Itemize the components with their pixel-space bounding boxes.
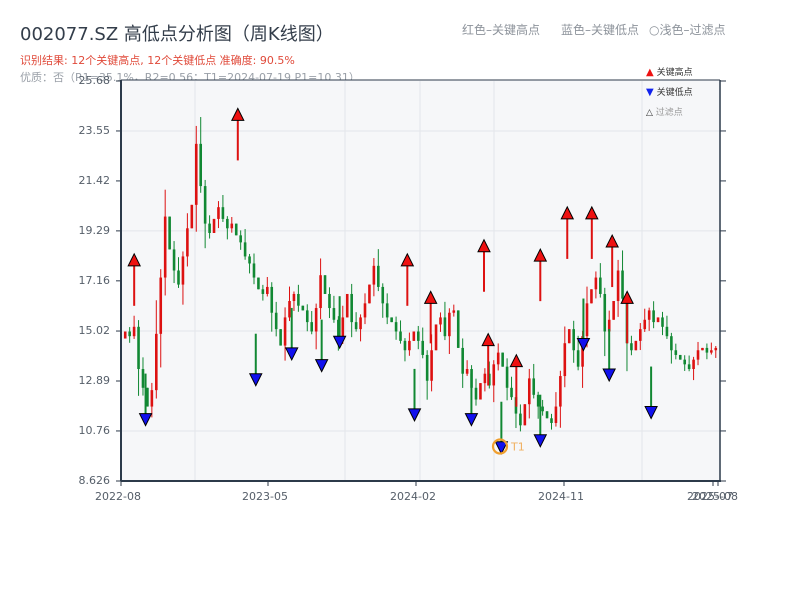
x-tick-label: 2024-02 [390,490,436,503]
y-tick-label: 21.42 [78,173,111,187]
x-tick-label: 2025-08 [692,490,738,503]
key-point-markers [127,107,658,455]
y-tick-label: 19.29 [78,223,111,237]
t1-annotation: T1 [491,438,525,455]
x-tick-label: 2024-11 [538,490,584,503]
y-tick-label: 15.02 [78,324,111,338]
triangle-up-hollow-icon: △ [646,108,653,118]
triangle-up-icon: ▲ [646,67,654,78]
y-tick-label: 23.55 [78,123,111,137]
candles [123,117,718,432]
result-summary: 识别结果: 12个关键高点, 12个关键低点 准确度: 90.5% [20,54,295,67]
axis-ticks [116,80,726,486]
legend-item-high: ▲ 关键高点 [646,67,693,78]
legend-note-light: ○浅色–过滤点 [649,23,726,37]
x-tick-label: 2025-07 [687,490,733,503]
y-tick-label: 12.89 [78,373,111,387]
legend-note-blue: 蓝色–关键低点 [561,23,640,37]
y-tick-label: 25.68 [78,74,111,87]
y-tick-label: 10.76 [78,423,111,437]
page-title: 002077.SZ 高低点分析图（周K线图） [20,24,334,45]
x-tick-label: 2022-08 [95,490,141,503]
t1-circle-icon [491,438,509,455]
grid-lines [121,81,720,481]
triangle-down-icon: ▼ [646,87,654,98]
legend-note-red: 红色–关键高点 [462,23,541,37]
x-tick-label: 2023-05 [242,490,288,503]
t1-label: T1 [510,441,525,454]
legend-item-filtered: △ 过滤点 [646,108,683,118]
y-tick-label: 8.626 [78,474,111,487]
legend-item-low: ▼ 关键低点 [646,87,693,98]
y-tick-label: 17.16 [78,273,111,287]
